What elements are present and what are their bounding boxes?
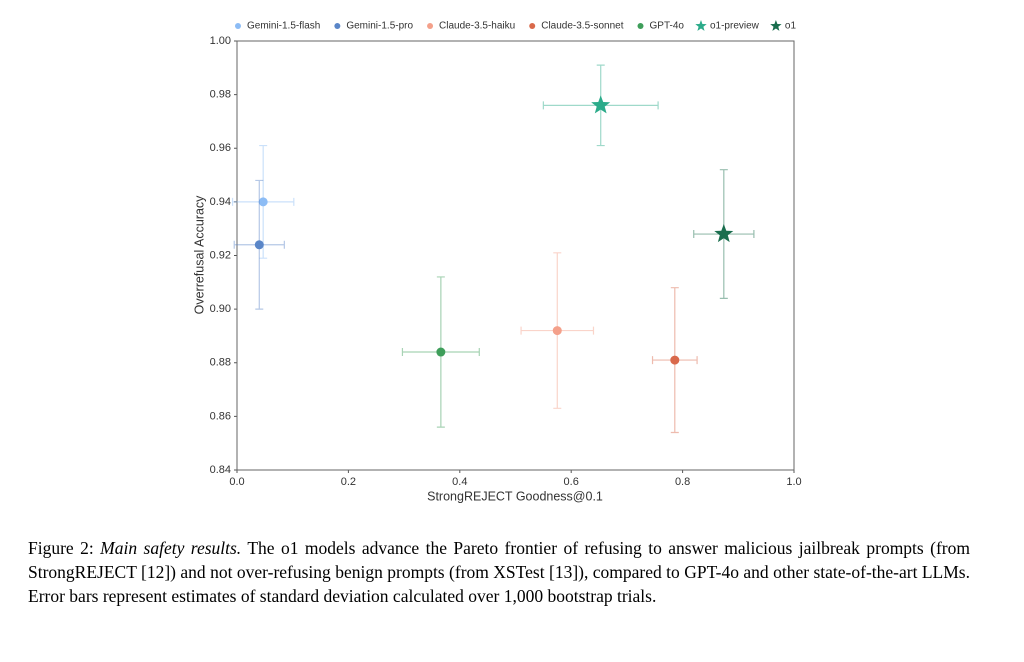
point [258,197,268,207]
y-tick-label: 0.86 [210,410,231,422]
y-tick-label: 0.84 [210,464,231,476]
legend-label: Gemini-1.5-pro [346,21,413,32]
plot-frame [236,40,795,471]
legend-symbol [637,23,644,29]
legend-symbol [427,23,434,29]
y-tick-label: 0.96 [210,142,231,154]
legend-label: GPT-4o [650,21,685,32]
legend-label: Claude-3.5-sonnet [541,21,623,32]
y-tick-label: 1.00 [210,35,231,47]
y-tick-label: 0.98 [210,89,231,101]
x-tick-label: 0.0 [229,476,244,488]
y-tick-label: 0.92 [210,249,231,261]
y-tick-label: 0.90 [210,303,231,315]
x-tick-label: 0.4 [452,476,467,488]
legend-symbol [695,20,707,31]
x-tick-label: 0.6 [564,476,579,488]
legend-label: o1-preview [710,21,760,32]
chart: StrongREJECT Goodness@0.1 Overrefusal Ac… [192,20,802,503]
caption-text: The o1 models advance the Pareto frontie… [28,538,970,606]
y-tick-label: 0.88 [210,357,231,369]
legend-symbol [770,20,782,31]
y-axis-label: Overrefusal Accuracy [192,195,206,315]
x-tick-label: 0.8 [675,476,690,488]
caption: Figure 2: Main safety results. The o1 mo… [28,536,970,608]
legend-symbol [529,23,536,29]
y-tick-label: 0.94 [210,196,231,208]
caption-label: Figure 2: [28,538,94,558]
point [552,326,562,336]
point [670,355,680,365]
x-tick-label: 1.0 [786,476,801,488]
caption-emphasis: Main safety results. [100,538,242,558]
legend-label: Gemini-1.5-flash [247,21,320,32]
x-tick-label: 0.2 [341,476,356,488]
point [436,347,446,357]
legend-symbol [234,23,241,29]
point [714,224,734,243]
x-axis-label: StrongREJECT Goodness@0.1 [427,489,603,503]
legend-label: o1 [785,21,797,32]
point [591,95,611,114]
point [254,240,264,250]
legend-label: Claude-3.5-haiku [439,21,515,32]
legend-symbol [334,23,341,29]
